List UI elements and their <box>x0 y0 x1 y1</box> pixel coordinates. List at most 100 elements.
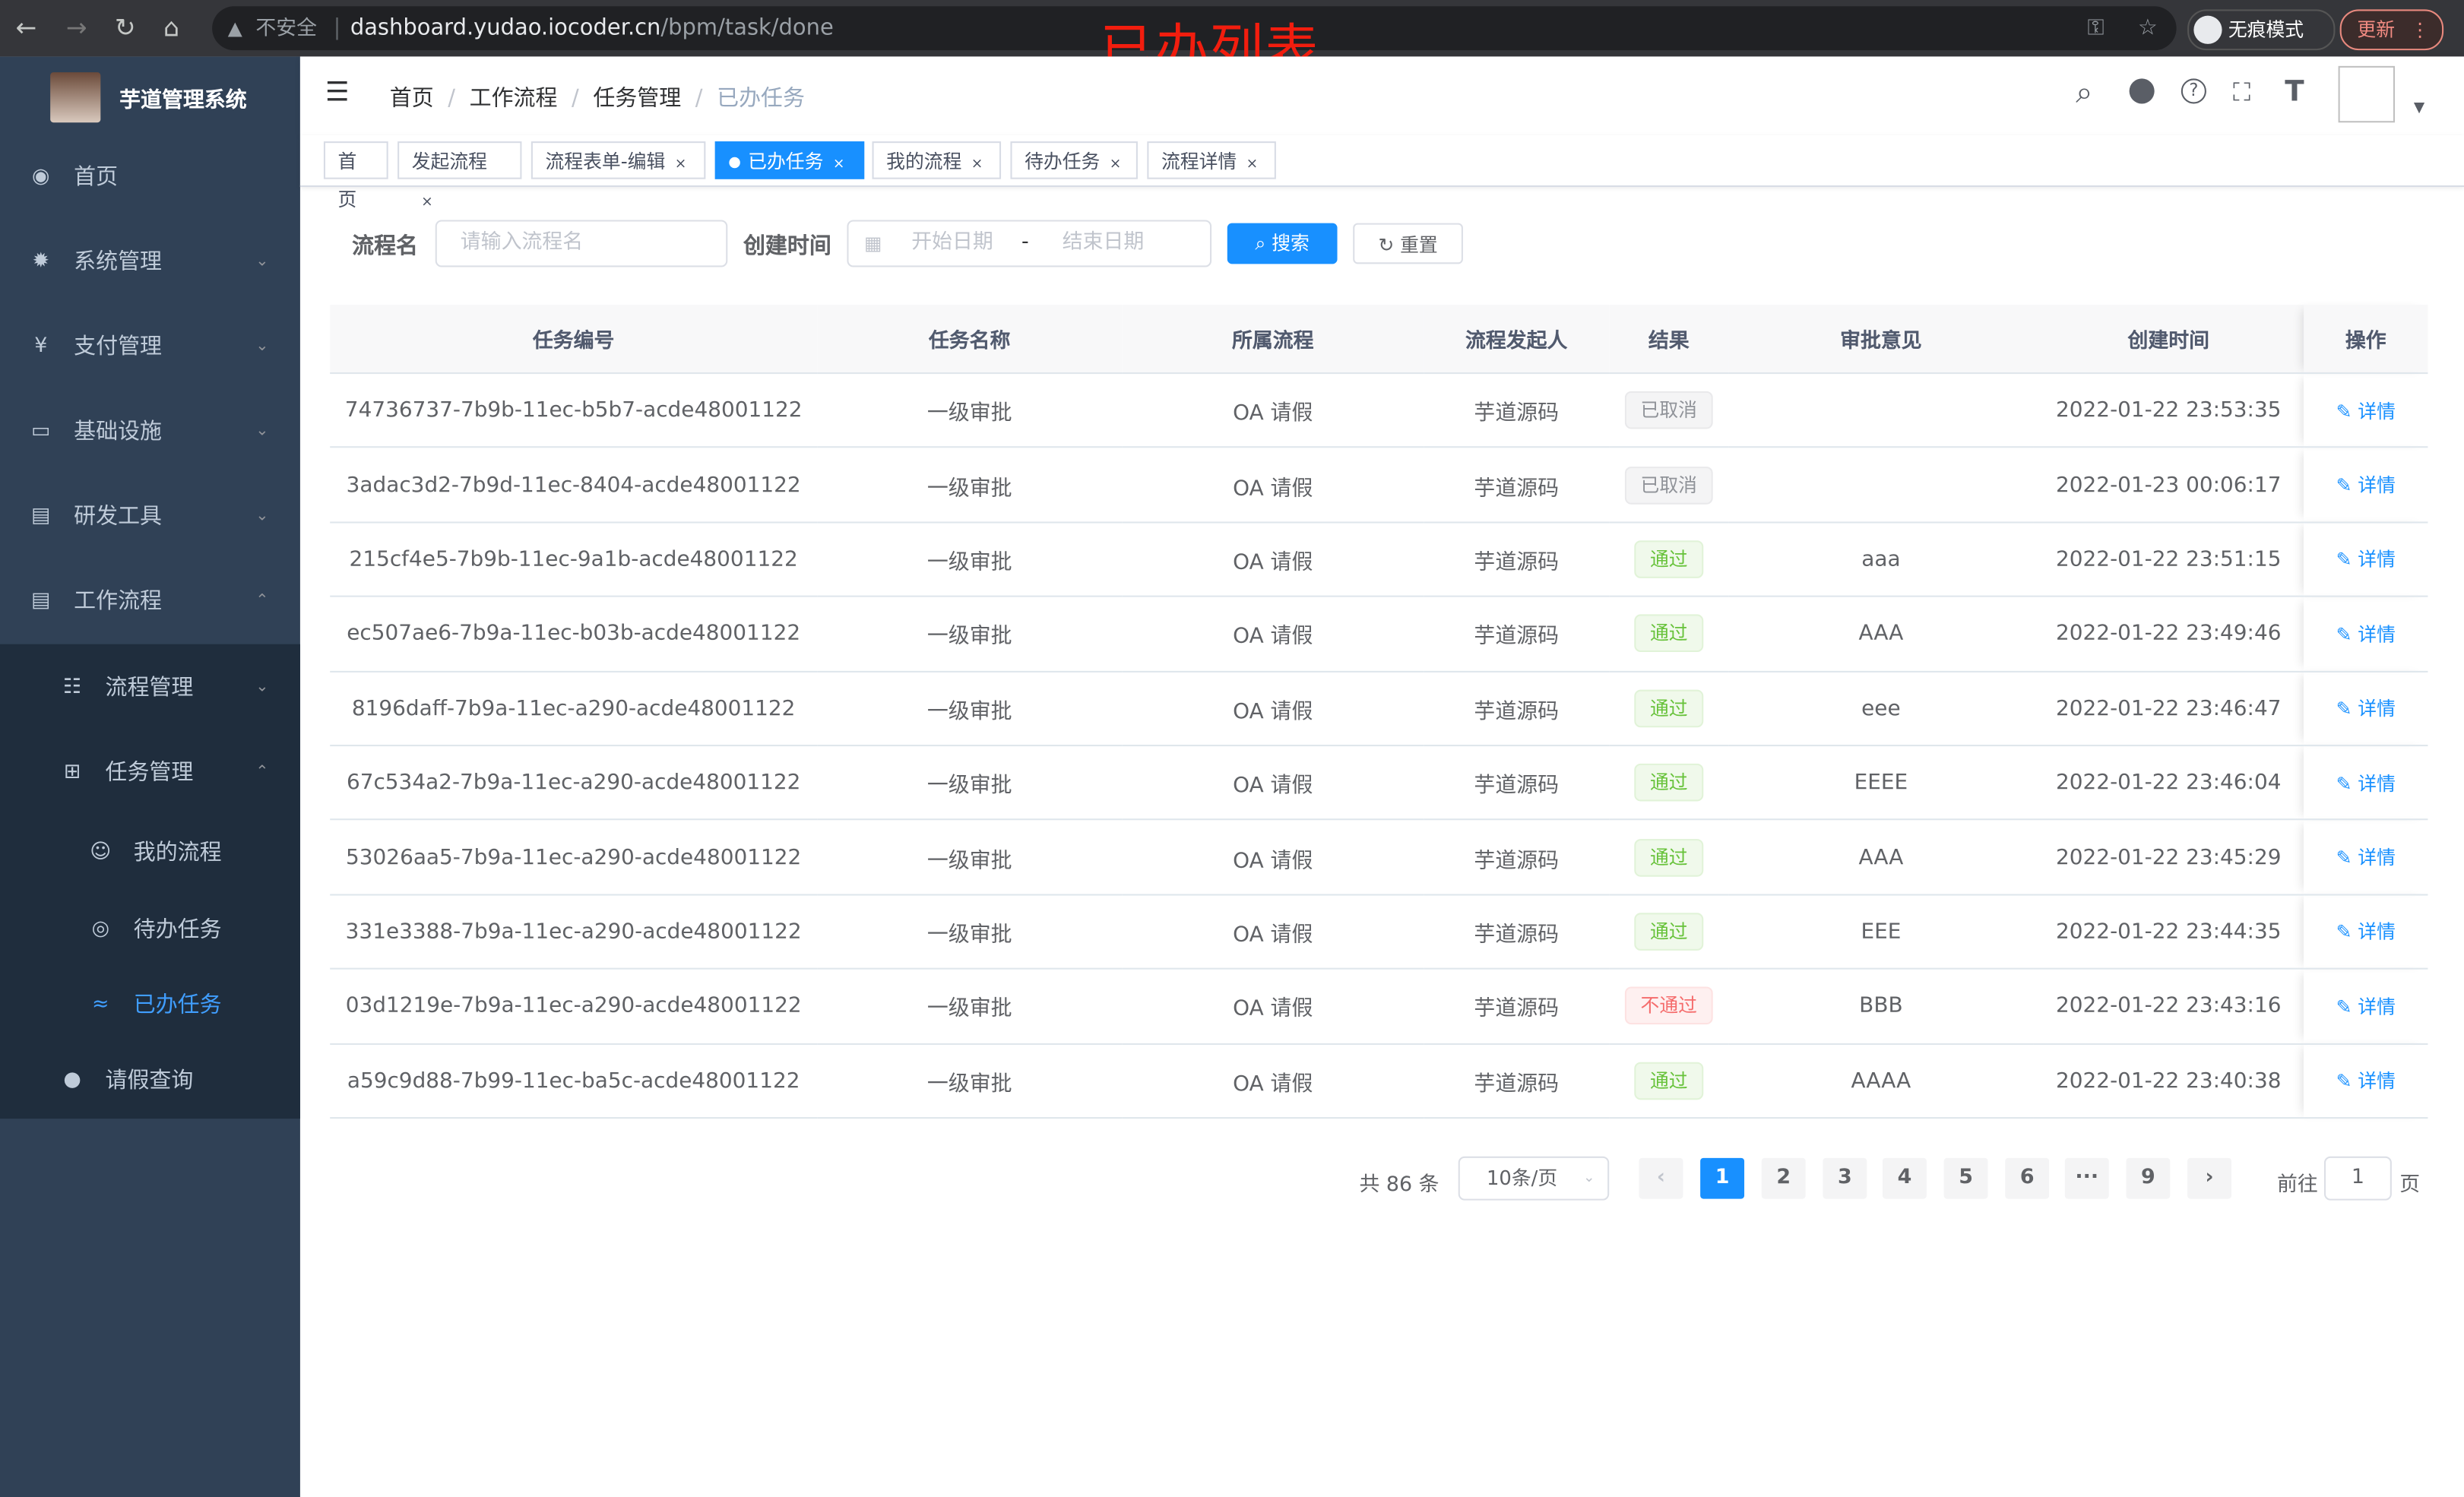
tag-item[interactable]: 待办任务 × <box>1010 141 1138 179</box>
cell-name: 一级审批 <box>817 448 1123 524</box>
detail-button[interactable]: ✎ 详情 <box>2336 475 2396 497</box>
cell-action: ✎ 详情 <box>2304 597 2428 673</box>
sidebar-item[interactable]: ▤ 研发工具 ⌄ <box>0 486 300 549</box>
sidebar-item[interactable]: ☷ 流程管理 ⌄ <box>0 657 300 720</box>
tag-item[interactable]: 首页 <box>323 141 388 210</box>
sidebar-item[interactable]: ☺ 我的流程 <box>0 821 300 885</box>
sidebar-item[interactable]: ⊞ 任务管理 ⌃ <box>0 742 300 805</box>
page-button[interactable]: 2 <box>1761 1157 1806 1199</box>
detail-button[interactable]: ✎ 详情 <box>2336 995 2396 1018</box>
cell-action: ✎ 详情 <box>2304 894 2428 970</box>
search-button-label: 搜索 <box>1272 233 1310 255</box>
page-button[interactable]: 6 <box>2005 1157 2050 1199</box>
prev-page-button[interactable]: ‹ <box>1639 1157 1683 1199</box>
tag-item[interactable]: 流程表单-编辑 × <box>530 141 706 179</box>
reload-icon[interactable]: ↻ <box>114 12 136 43</box>
detail-button[interactable]: ✎ 详情 <box>2336 549 2396 571</box>
detail-button[interactable]: ✎ 详情 <box>2336 921 2396 943</box>
sidebar-item[interactable]: ● 请假查询 <box>0 1049 300 1112</box>
hamburger-icon[interactable]: ☰ <box>325 77 350 109</box>
cell-result: 已取消 <box>1609 448 1729 524</box>
sidebar-item-label: 研发工具 <box>74 504 162 530</box>
breadcrumb-item[interactable]: 首页 <box>389 86 434 112</box>
start-date[interactable]: 开始日期 <box>911 230 993 255</box>
sidebar-item-label: 请假查询 <box>105 1068 194 1094</box>
reset-button[interactable]: ↻ 重置 <box>1353 223 1463 264</box>
caret-down-icon[interactable]: ▼ <box>2413 100 2425 117</box>
sidebar-item[interactable]: ¥ 支付管理 ⌄ <box>0 316 300 379</box>
tag-item[interactable]: 发起流程 × <box>397 141 522 210</box>
close-icon[interactable]: × <box>1246 157 1259 173</box>
detail-button[interactable]: ✎ 详情 <box>2336 1070 2396 1092</box>
date-range-picker[interactable]: ▦ 开始日期 - 结束日期 <box>847 220 1212 267</box>
next-page-button[interactable]: › <box>2187 1157 2231 1199</box>
tag-item[interactable]: 我的流程 × <box>872 141 1002 179</box>
key-icon[interactable]: ⚿ <box>2087 15 2105 41</box>
cell-time: 2022-01-22 23:46:04 <box>2033 745 2304 821</box>
goto-page-input[interactable]: 1 <box>2323 1156 2392 1201</box>
page-size-select[interactable]: 10条/页 ⌄ <box>1458 1156 1610 1201</box>
edit-icon: ✎ <box>2336 847 2358 869</box>
detail-button[interactable]: ✎ 详情 <box>2336 400 2396 423</box>
sidebar-item[interactable]: ◎ 待办任务 <box>0 899 300 962</box>
breadcrumb-item[interactable]: 工作流程 <box>469 86 558 112</box>
cell-process: OA 请假 <box>1122 373 1424 449</box>
edit-icon: ✎ <box>2336 772 2358 795</box>
help-icon[interactable]: ? <box>2181 78 2206 104</box>
tag-item[interactable]: 已办任务 × <box>714 141 865 179</box>
forward-icon[interactable]: → <box>65 12 87 43</box>
cell-process: OA 请假 <box>1122 597 1424 673</box>
process-name-input[interactable]: 请输入流程名 <box>435 220 728 267</box>
sidebar-item[interactable]: ≈ 已办任务 <box>0 974 300 1037</box>
back-icon[interactable]: ← <box>15 12 37 43</box>
close-icon[interactable]: × <box>1109 157 1122 173</box>
detail-button[interactable]: ✎ 详情 <box>2336 773 2396 795</box>
detail-button[interactable]: ✎ 详情 <box>2336 847 2396 869</box>
cell-action: ✎ 详情 <box>2304 968 2428 1044</box>
address-bar[interactable]: ▲ 不安全 | dashboard.yudao.iocoder.cn/bpm/ta… <box>212 6 2177 51</box>
close-icon[interactable]: × <box>674 157 687 173</box>
detail-button[interactable]: ✎ 详情 <box>2336 698 2396 720</box>
page-button[interactable]: 5 <box>1943 1157 1988 1199</box>
search-button[interactable]: ⌕ 搜索 <box>1227 223 1338 264</box>
page-button[interactable]: 4 <box>1882 1157 1927 1199</box>
search-icon[interactable]: ⌕ <box>2076 75 2093 110</box>
fullscreen-icon[interactable]: ⛶ <box>2233 77 2251 107</box>
avatar[interactable] <box>2338 65 2396 123</box>
star-icon[interactable]: ☆ <box>2137 15 2158 41</box>
sidebar-item[interactable]: ✹ 系统管理 ⌄ <box>0 231 300 294</box>
detail-button[interactable]: ✎ 详情 <box>2336 624 2396 646</box>
cell-action: ✎ 详情 <box>2304 670 2428 747</box>
close-icon[interactable]: × <box>832 157 845 173</box>
home-icon[interactable]: ⌂ <box>163 12 180 43</box>
status-badge: 通过 <box>1634 615 1704 653</box>
cell-time: 2022-01-22 23:51:15 <box>2033 522 2304 598</box>
toolbox-icon: ▤ <box>31 504 51 528</box>
sidebar-item[interactable]: ▤ 工作流程 ⌃ <box>0 571 300 634</box>
end-date[interactable]: 结束日期 <box>1062 230 1145 255</box>
sidebar-item[interactable]: ▭ 基础设施 ⌄ <box>0 400 300 464</box>
page-button[interactable]: 3 <box>1823 1157 1867 1199</box>
update-button[interactable]: 更新 ⋮ <box>2339 9 2444 51</box>
create-time-label: 创建时间 <box>743 234 831 260</box>
page-button[interactable]: 1 <box>1700 1157 1745 1199</box>
process-name-label: 流程名 <box>352 234 418 260</box>
breadcrumb-item[interactable]: 任务管理 <box>593 86 682 112</box>
page-button[interactable]: 9 <box>2126 1157 2171 1199</box>
incognito-badge[interactable]: 无痕模式 <box>2187 9 2336 51</box>
user-icon: ● <box>63 1068 81 1092</box>
tag-item[interactable]: 流程详情 × <box>1147 141 1276 179</box>
close-icon[interactable]: × <box>971 157 983 173</box>
more-pages-button[interactable]: ··· <box>2064 1157 2109 1199</box>
range-separator: - <box>1021 230 1029 255</box>
more-icon: ⋮ <box>2410 18 2430 41</box>
github-icon[interactable] <box>2129 78 2155 104</box>
status-badge: 通过 <box>1634 764 1704 802</box>
yen-icon: ¥ <box>34 334 48 359</box>
chevron-down-icon: ⌄ <box>255 252 269 271</box>
edit-icon: ✎ <box>2336 474 2358 497</box>
detail-label: 详情 <box>2358 698 2396 720</box>
sidebar-item[interactable]: ◉ 首页 <box>0 146 300 209</box>
font-size-icon[interactable]: T <box>2285 75 2304 109</box>
close-icon[interactable]: × <box>421 195 433 211</box>
